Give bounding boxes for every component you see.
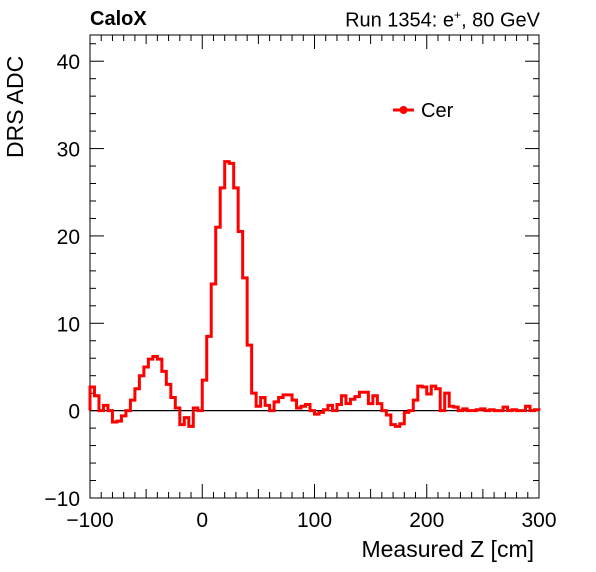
x-tick-label: 200 — [409, 509, 444, 532]
legend-marker-cer — [399, 106, 408, 114]
brand-label: CaloX — [90, 8, 147, 30]
y-tick-label: 40 — [57, 51, 80, 74]
series-cer-line — [88, 160, 541, 428]
plot-frame — [89, 34, 540, 499]
run-info-energy: , 80 GeV — [461, 9, 540, 32]
y-axis-label: DRS ADC — [2, 55, 28, 158]
y-tick-label: 30 — [57, 139, 80, 162]
run-info-charge: + — [454, 8, 462, 22]
run-info: Run 1354: e+, 80 GeV — [345, 8, 540, 33]
x-tick-label: 300 — [521, 509, 556, 532]
run-info-text: Run 1354: e — [345, 9, 455, 32]
x-tick-label: 0 — [196, 509, 208, 532]
x-axis-label: Measured Z [cm] — [361, 536, 534, 562]
legend-label-cer: Cer — [421, 100, 454, 122]
x-tick-label: 100 — [297, 509, 332, 532]
y-tick-label: 10 — [57, 313, 80, 336]
y-tick-label: 20 — [57, 226, 80, 249]
y-tick-label: −10 — [44, 488, 80, 511]
x-tick-label: −100 — [66, 509, 113, 532]
y-tick-label: 0 — [68, 401, 80, 424]
